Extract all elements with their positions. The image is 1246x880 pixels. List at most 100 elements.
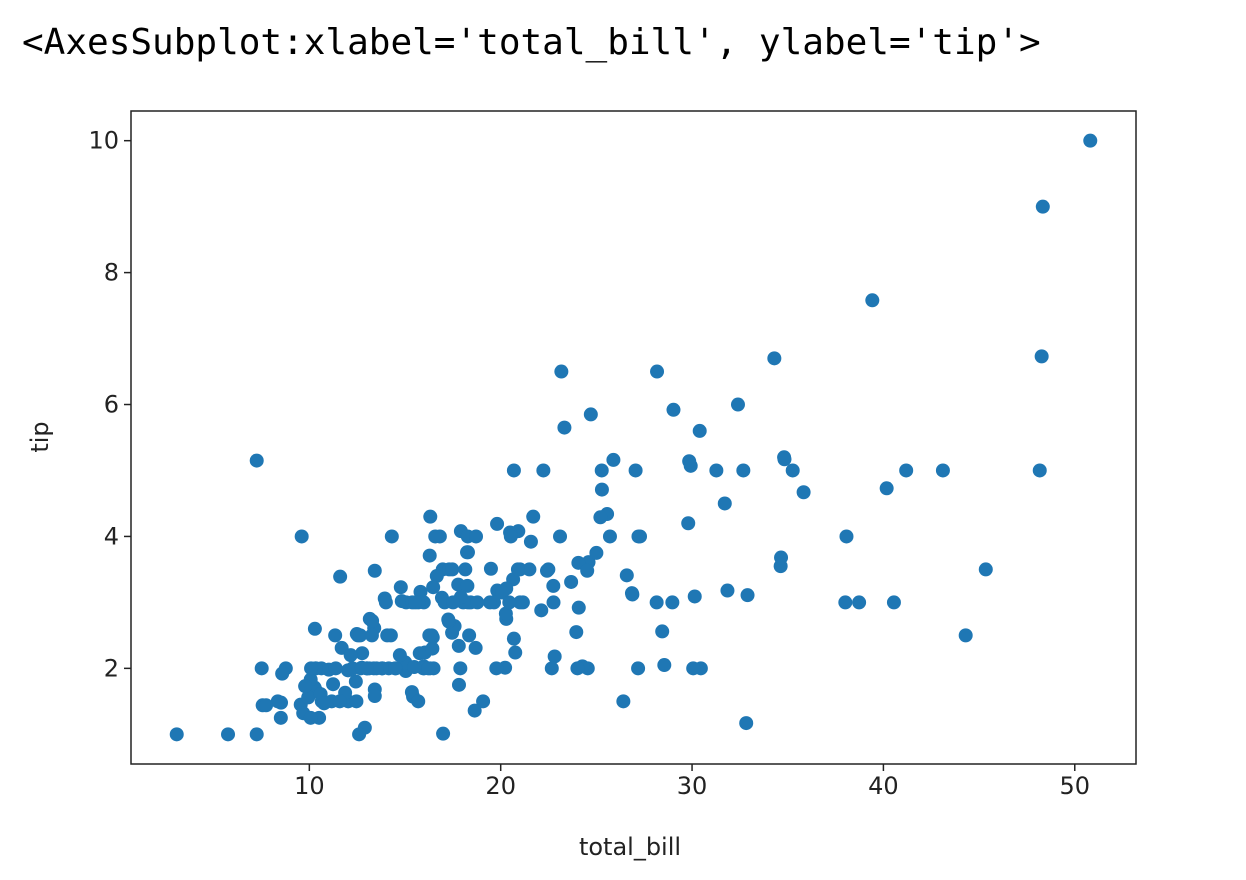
point <box>460 545 475 560</box>
point <box>408 595 423 610</box>
point <box>426 580 441 595</box>
point <box>666 402 681 417</box>
output-text: <AxesSubplot:xlabel='total_bill', ylabel… <box>22 22 1041 63</box>
point <box>777 452 792 467</box>
point <box>540 563 555 578</box>
point <box>364 628 379 643</box>
point <box>978 562 993 577</box>
point <box>294 529 309 544</box>
point <box>839 529 854 544</box>
point <box>583 407 598 422</box>
point <box>451 638 466 653</box>
point <box>796 485 811 500</box>
point <box>523 534 538 549</box>
point <box>425 641 440 656</box>
point <box>665 595 680 610</box>
x-tick-label: 20 <box>485 772 516 800</box>
point <box>355 646 370 661</box>
x-tick-label: 10 <box>294 772 325 800</box>
point <box>602 529 617 544</box>
point <box>441 612 456 627</box>
point <box>740 588 755 603</box>
point <box>616 694 631 709</box>
point <box>650 364 665 379</box>
point <box>451 677 466 692</box>
point <box>687 589 702 604</box>
point <box>544 661 559 676</box>
point <box>506 463 521 478</box>
point <box>682 454 697 469</box>
point <box>495 585 510 600</box>
point <box>513 595 528 610</box>
point <box>709 463 724 478</box>
point <box>326 677 341 692</box>
point <box>423 509 438 524</box>
point <box>460 578 475 593</box>
point <box>785 463 800 478</box>
point <box>273 710 288 725</box>
point <box>392 648 407 663</box>
point <box>169 727 184 742</box>
point <box>692 423 707 438</box>
point <box>879 481 894 496</box>
point <box>369 661 384 676</box>
point <box>681 516 696 531</box>
point <box>489 661 504 676</box>
point <box>1035 199 1050 214</box>
point <box>365 613 380 628</box>
point <box>470 595 485 610</box>
point <box>633 529 648 544</box>
point <box>307 621 322 636</box>
point <box>1083 133 1098 148</box>
point <box>865 293 880 308</box>
point <box>1032 463 1047 478</box>
point <box>526 509 541 524</box>
x-tick-label: 40 <box>868 772 899 800</box>
y-tick-label: 4 <box>104 522 119 550</box>
point <box>482 595 497 610</box>
point <box>469 529 484 544</box>
point <box>343 648 358 663</box>
point <box>328 628 343 643</box>
point <box>446 595 461 610</box>
point <box>628 463 643 478</box>
point <box>767 351 782 366</box>
point <box>458 562 473 577</box>
point <box>594 463 609 478</box>
point <box>736 463 751 478</box>
point <box>275 666 290 681</box>
point <box>436 726 451 741</box>
point <box>270 694 285 709</box>
point <box>249 453 264 468</box>
point <box>428 529 443 544</box>
y-tick-label: 10 <box>88 127 119 155</box>
point <box>384 529 399 544</box>
point <box>686 661 701 676</box>
point <box>349 694 364 709</box>
point <box>348 674 363 689</box>
point <box>655 624 670 639</box>
point <box>717 496 732 511</box>
point <box>720 583 735 598</box>
point <box>221 727 236 742</box>
point <box>536 463 551 478</box>
point <box>298 679 313 694</box>
point <box>569 625 584 640</box>
point <box>333 569 348 584</box>
point <box>547 649 562 664</box>
point <box>476 694 491 709</box>
point <box>508 645 523 660</box>
point <box>483 561 498 576</box>
point <box>413 584 428 599</box>
point <box>304 661 319 676</box>
y-tick-label: 8 <box>104 259 119 287</box>
point <box>249 727 264 742</box>
point <box>739 716 754 731</box>
point <box>367 689 382 704</box>
point <box>352 727 367 742</box>
point <box>546 595 561 610</box>
point <box>606 452 621 467</box>
point <box>852 595 867 610</box>
point <box>557 420 572 435</box>
